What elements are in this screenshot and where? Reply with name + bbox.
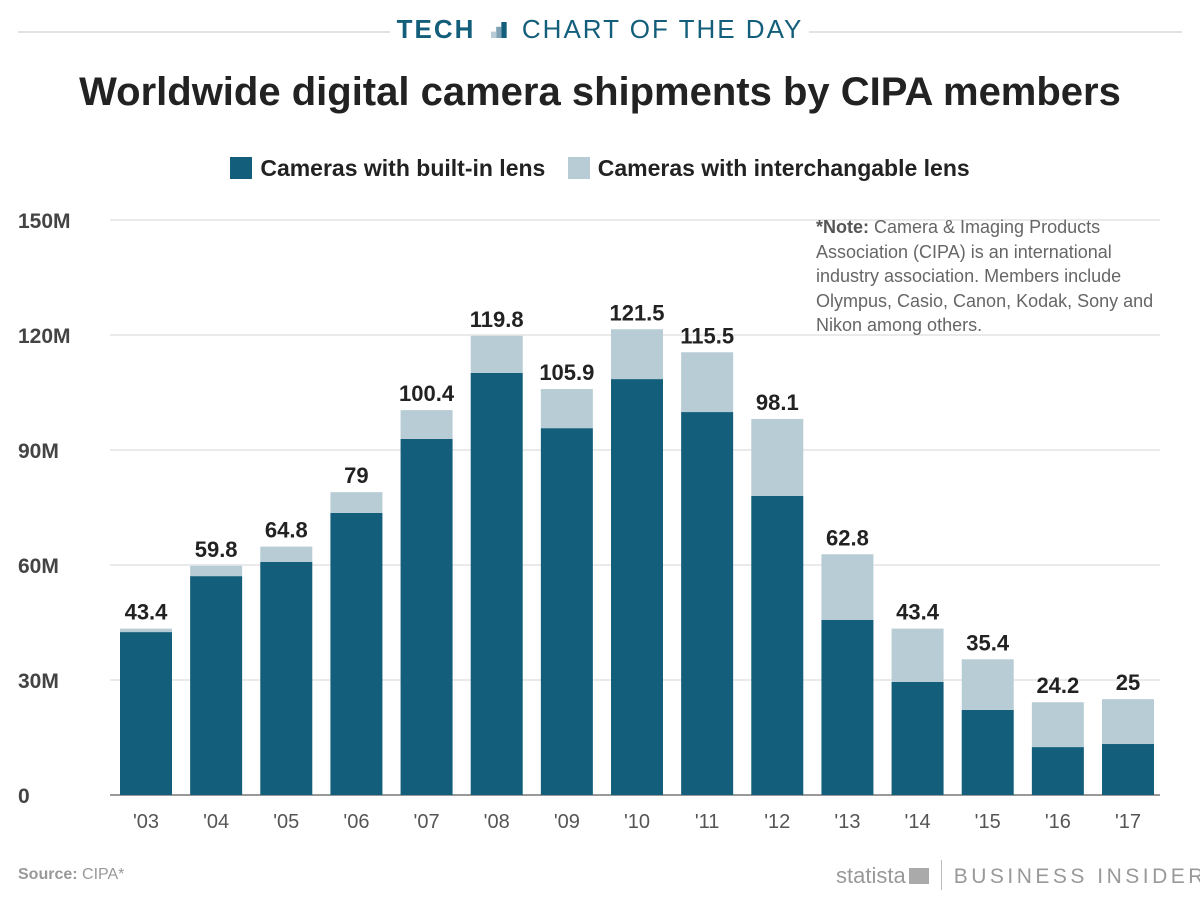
data-label: 62.8 xyxy=(826,525,869,550)
data-label: 115.5 xyxy=(680,323,734,348)
bar-interchangeable xyxy=(190,565,243,577)
data-label: 105.9 xyxy=(539,360,594,385)
y-tick-label: 90M xyxy=(18,440,59,463)
bar-interchangeable xyxy=(751,418,804,496)
section-label: TECH xyxy=(396,14,476,44)
x-tick-label: '12 xyxy=(764,811,790,833)
bar-interchangeable xyxy=(961,659,1014,710)
data-label: 59.8 xyxy=(195,537,238,562)
bar-interchangeable xyxy=(681,352,734,413)
data-label: 119.8 xyxy=(470,307,524,332)
bar-built-in xyxy=(1102,744,1154,795)
x-tick-label: '04 xyxy=(203,811,229,833)
legend-item-interchangeable: Cameras with interchangable lens xyxy=(567,155,970,181)
bar-interchangeable xyxy=(470,335,523,373)
bar-built-in xyxy=(120,632,172,795)
bar-interchangeable xyxy=(330,492,383,513)
x-tick-label: '07 xyxy=(414,811,440,833)
brand: statista BUSINESS INSIDER xyxy=(836,860,1200,890)
brand-separator xyxy=(940,860,942,890)
bar-interchangeable xyxy=(400,410,453,439)
x-tick-label: '17 xyxy=(1115,811,1141,833)
bar-interchangeable xyxy=(260,546,313,562)
legend-label: Cameras with built-in lens xyxy=(260,155,546,181)
statista-logo-icon xyxy=(908,868,929,884)
y-tick-label: 60M xyxy=(18,555,59,578)
header-rule-left xyxy=(18,31,390,33)
note-text: Camera & Imaging Products Association (C… xyxy=(816,217,1154,335)
legend-swatch xyxy=(230,157,253,179)
note: *Note: Camera & Imaging Products Associa… xyxy=(816,215,1156,338)
bar-built-in xyxy=(891,681,944,795)
bar-built-in xyxy=(821,619,874,795)
bar-built-in xyxy=(1031,747,1084,795)
x-tick-label: '14 xyxy=(905,811,931,833)
data-label: 24.2 xyxy=(1036,673,1079,698)
y-tick-label: 150M xyxy=(18,210,71,233)
bar-interchangeable xyxy=(1102,699,1154,745)
data-label: 79 xyxy=(344,463,368,488)
bar-interchangeable xyxy=(120,628,172,633)
legend-label: Cameras with interchangable lens xyxy=(597,155,970,181)
y-tick-label: 0 xyxy=(18,785,30,808)
x-tick-label: '05 xyxy=(273,811,299,833)
x-tick-label: '10 xyxy=(624,811,650,833)
bar-built-in xyxy=(540,428,593,795)
bar-built-in xyxy=(190,576,243,795)
x-tick-label: '16 xyxy=(1045,811,1071,833)
x-tick-label: '06 xyxy=(343,811,369,833)
bar-built-in xyxy=(260,561,313,795)
bar-interchangeable xyxy=(611,329,663,380)
data-label: 35.4 xyxy=(966,630,1010,655)
x-tick-label: '13 xyxy=(834,811,860,833)
bar-interchangeable xyxy=(891,628,944,682)
header-rule-right xyxy=(808,31,1182,33)
data-label: 43.4 xyxy=(896,600,940,625)
x-tick-label: '03 xyxy=(133,811,159,833)
chart-title: Worldwide digital camera shipments by CI… xyxy=(79,70,1121,114)
bar-built-in xyxy=(681,412,734,795)
data-label: 100.4 xyxy=(399,381,455,406)
bar-built-in xyxy=(400,438,453,795)
bar-built-in xyxy=(330,512,383,795)
business-insider-logo: BUSINESS INSIDER xyxy=(953,865,1200,888)
data-label: 43.4 xyxy=(125,600,169,625)
bar-interchangeable xyxy=(540,389,593,429)
y-tick-label: 30M xyxy=(18,670,59,693)
x-tick-label: '11 xyxy=(695,811,720,833)
source-value: CIPA* xyxy=(77,866,125,883)
y-tick-label: 120M xyxy=(18,325,71,348)
bar-built-in xyxy=(611,379,663,795)
note-label: *Note: xyxy=(816,217,869,237)
x-tick-label: '09 xyxy=(554,811,580,833)
legend-item-built-in: Cameras with built-in lens xyxy=(230,155,545,181)
source: Source: CIPA* xyxy=(18,866,124,884)
bar-built-in xyxy=(751,496,804,795)
data-label: 121.5 xyxy=(609,300,664,325)
bar-built-in xyxy=(470,372,523,795)
header-label: CHART OF THE DAY xyxy=(521,14,804,44)
bar-built-in xyxy=(961,709,1014,795)
source-label: Source: xyxy=(18,866,78,883)
statista-logo: statista xyxy=(836,863,906,888)
data-label: 98.1 xyxy=(756,390,799,415)
bar-interchangeable xyxy=(1031,702,1084,748)
legend: Cameras with built-in lens Cameras with … xyxy=(0,155,1200,182)
bar-interchangeable xyxy=(821,554,874,620)
x-tick-label: '15 xyxy=(975,811,1001,833)
data-label: 25 xyxy=(1116,670,1140,695)
x-tick-label: '08 xyxy=(484,811,510,833)
legend-swatch xyxy=(567,157,590,179)
header: TECH CHART OF THE DAY xyxy=(0,14,1200,45)
data-label: 64.8 xyxy=(265,518,308,543)
